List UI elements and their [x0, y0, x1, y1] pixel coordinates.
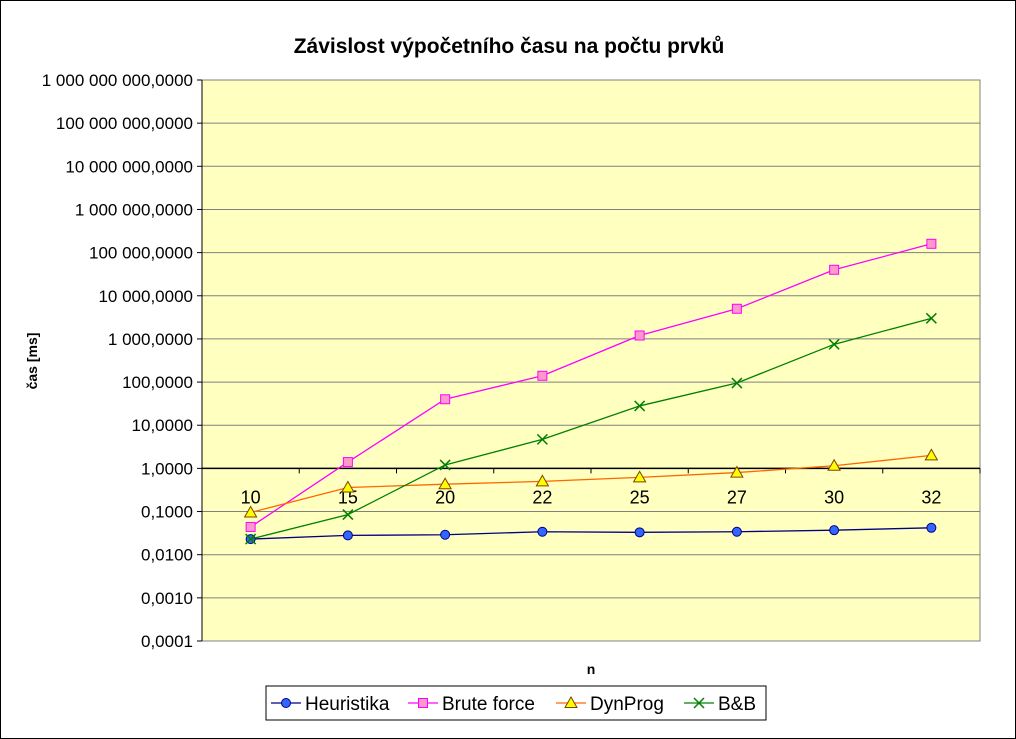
y-tick-label: 10,0000	[132, 416, 193, 435]
chart-title: Závislost výpočetního času na počtu prvk…	[294, 35, 725, 58]
legend-item: B&B	[684, 694, 756, 715]
x-tick-label: 22	[532, 487, 552, 507]
data-point	[828, 338, 840, 350]
data-point	[438, 477, 452, 490]
y-tick-label: 100,0000	[122, 373, 193, 392]
y-tick-label: 10 000,0000	[98, 287, 193, 306]
data-point	[537, 526, 548, 537]
legend-item: Heuristika	[271, 694, 390, 715]
data-point	[440, 394, 451, 405]
data-point	[731, 303, 742, 314]
data-point-stroke	[925, 312, 937, 324]
data-point	[536, 433, 548, 445]
data-point	[731, 526, 742, 537]
y-axis: 0,0001 0,0010 0,0100 0,1000 1,0000 10,0000 100…	[42, 71, 203, 651]
x-axis: 10 15 20 22 25 27 30 32	[201, 467, 981, 507]
data-point	[341, 480, 355, 493]
data-point	[926, 522, 937, 533]
legend-item: Brute force	[408, 694, 535, 715]
data-point	[439, 459, 451, 471]
x-tick-label: 27	[727, 487, 747, 507]
y-tick-label: 100 000,0000	[89, 244, 193, 263]
data-point	[926, 238, 937, 249]
data-point-stroke	[439, 459, 451, 471]
data-point	[634, 330, 645, 341]
y-tick-label: 1 000 000 000,0000	[42, 71, 193, 90]
data-point	[245, 521, 256, 532]
x-tick-label: 32	[921, 487, 941, 507]
data-point	[245, 533, 257, 545]
data-point	[535, 474, 550, 487]
y-tick-label: 0,0100	[141, 546, 193, 565]
plot-area	[201, 79, 981, 642]
legend-box	[265, 685, 767, 721]
data-point	[829, 525, 840, 536]
data-point	[924, 448, 939, 461]
series-line	[250, 527, 932, 540]
y-tick-label: 0,1000	[141, 503, 193, 522]
y-tick-label: 0,0001	[141, 632, 193, 651]
data-point	[829, 264, 840, 275]
legend: Heuristika Brute force DynProg B&B	[265, 685, 767, 721]
data-point	[693, 697, 705, 709]
legend-label: DynProg	[590, 694, 664, 715]
data-point	[634, 400, 646, 412]
data-point	[731, 377, 743, 389]
x-tick-label: 25	[630, 487, 650, 507]
data-point	[281, 698, 291, 708]
data-point	[342, 457, 353, 468]
y-tick-label: 100 000 000,0000	[56, 114, 193, 133]
legend-label: Heuristika	[305, 694, 390, 715]
series-line	[250, 243, 932, 528]
data-point	[342, 530, 353, 541]
data-point-stroke	[342, 509, 354, 521]
y-axis-title: čas [ms]	[24, 333, 40, 390]
data-point	[440, 529, 451, 540]
y-tick-label: 1,0000	[141, 459, 193, 478]
x-axis-title: n	[587, 661, 596, 677]
data-point-stroke	[828, 338, 840, 350]
data-point	[730, 465, 744, 478]
data-point-stroke	[693, 697, 705, 709]
x-tick-label: 30	[824, 487, 844, 507]
y-tick-label: 10 000 000,0000	[65, 157, 193, 176]
series-line	[250, 454, 932, 514]
series-line	[250, 317, 932, 540]
data-point	[632, 470, 647, 483]
y-tick-label: 1 000,0000	[108, 330, 193, 349]
data-point-stroke	[634, 400, 646, 412]
data-point	[564, 695, 578, 708]
data-point	[418, 698, 428, 708]
data-point-stroke	[731, 377, 743, 389]
grid-lines	[202, 122, 980, 599]
legend-label: B&B	[718, 694, 756, 715]
data-point	[243, 505, 258, 518]
data-point	[537, 370, 548, 381]
y-tick-label: 0,0010	[141, 589, 193, 608]
series-layer	[243, 238, 939, 545]
data-point	[827, 458, 841, 471]
y-tick-label: 1 000 000,0000	[75, 200, 193, 219]
x-tick-label: 20	[435, 487, 455, 507]
legend-item: DynProg	[556, 694, 664, 715]
x-tick-label: 10	[241, 487, 261, 507]
data-point	[634, 527, 645, 538]
data-point-stroke	[536, 433, 548, 445]
data-point	[342, 509, 354, 521]
data-point-stroke	[245, 533, 257, 545]
legend-label: Brute force	[442, 694, 535, 715]
data-point	[925, 312, 937, 324]
